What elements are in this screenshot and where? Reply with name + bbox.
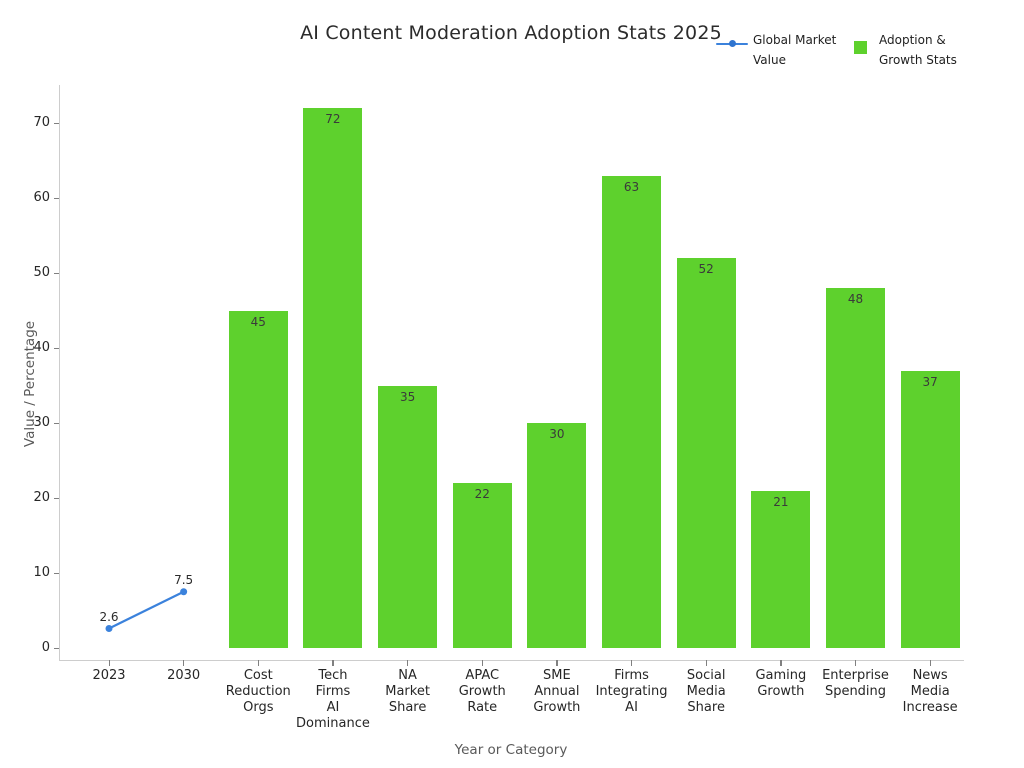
y-tick-label: 30 xyxy=(33,414,50,430)
bar-value-label: 21 xyxy=(773,494,789,509)
bar xyxy=(826,288,885,648)
x-tick-label: Firms Integrating AI xyxy=(595,668,668,715)
x-tick-mark xyxy=(407,660,409,666)
y-tick-label: 10 xyxy=(33,564,50,580)
x-tick-label: Tech Firms AI Dominance xyxy=(296,668,370,731)
bar-value-label: 22 xyxy=(474,487,490,501)
y-tick-mark xyxy=(54,347,59,349)
line-series-legend-marker-icon xyxy=(716,40,748,48)
legend-label-adoption-growth-stats: Adoption & Growth Stats xyxy=(879,33,957,67)
line-point-value-label: 7.5 xyxy=(174,572,194,587)
x-tick-mark xyxy=(257,660,260,666)
line-point-marker xyxy=(105,625,113,632)
y-tick-label: 60 xyxy=(33,189,50,205)
x-tick-label: Social Media Share xyxy=(686,668,726,715)
y-tick-mark xyxy=(54,572,59,574)
bar xyxy=(602,175,662,648)
y-tick-mark xyxy=(54,197,59,199)
y-tick-mark xyxy=(54,422,59,424)
y-tick-label: 70 xyxy=(33,114,50,130)
bar xyxy=(228,310,288,648)
y-tick-label: 20 xyxy=(33,489,50,505)
bar xyxy=(751,490,811,648)
y-tick-mark xyxy=(54,497,59,499)
y-tick-label: 0 xyxy=(41,639,50,655)
x-tick-label: 2030 xyxy=(167,668,201,683)
bar xyxy=(303,108,363,648)
x-tick-label: Enterprise Spending xyxy=(822,668,889,699)
bar xyxy=(378,385,438,648)
y-tick-mark xyxy=(54,272,59,274)
x-tick-label: APAC Growth Rate xyxy=(458,668,506,715)
x-tick-mark xyxy=(631,660,633,666)
bar-value-label: 37 xyxy=(922,374,938,389)
x-tick-label: News Media Increase xyxy=(902,668,958,715)
x-tick-mark xyxy=(855,660,857,666)
bar-value-label: 30 xyxy=(549,427,565,441)
legend-label-global-market-value: Global Market Value xyxy=(753,33,837,67)
bar xyxy=(527,423,587,648)
x-tick-label: Cost Reduction Orgs xyxy=(225,668,291,715)
y-tick-mark xyxy=(54,122,59,124)
x-tick-mark xyxy=(108,660,110,666)
bar xyxy=(452,483,512,648)
x-tick-mark xyxy=(780,660,782,666)
x-tick-mark xyxy=(481,660,484,666)
bar-series-legend-swatch-icon xyxy=(854,41,867,54)
x-tick-mark xyxy=(705,660,707,666)
bar-value-label: 52 xyxy=(698,262,714,276)
y-tick-label: 40 xyxy=(33,339,50,355)
line-point-marker xyxy=(180,588,188,596)
x-axis-title: Year or Category xyxy=(454,742,568,758)
x-tick-mark xyxy=(332,660,334,666)
y-axis-spine xyxy=(59,85,60,661)
x-tick-mark xyxy=(556,660,558,666)
line-marker-dot-icon xyxy=(728,40,736,48)
x-tick-label: 2023 xyxy=(92,668,126,683)
x-axis-spine xyxy=(59,660,964,661)
bar-value-label: 45 xyxy=(250,314,266,329)
line-point-value-label: 2.6 xyxy=(99,609,119,624)
x-tick-mark xyxy=(183,660,185,666)
x-tick-mark xyxy=(929,660,931,666)
x-tick-label: Gaming Growth xyxy=(755,668,807,699)
bar xyxy=(676,258,736,648)
y-tick-label: 50 xyxy=(33,264,50,280)
bar-value-label: 48 xyxy=(847,292,864,306)
chart-title: AI Content Moderation Adoption Stats 202… xyxy=(300,22,722,44)
bar-value-label: 63 xyxy=(623,179,640,194)
x-tick-label: SME Annual Growth xyxy=(533,668,581,715)
x-tick-label: NA Market Share xyxy=(385,668,430,715)
bar xyxy=(900,370,960,648)
bar-value-label: 72 xyxy=(325,112,341,126)
y-tick-mark xyxy=(54,647,59,649)
bar-value-label: 35 xyxy=(399,389,416,404)
